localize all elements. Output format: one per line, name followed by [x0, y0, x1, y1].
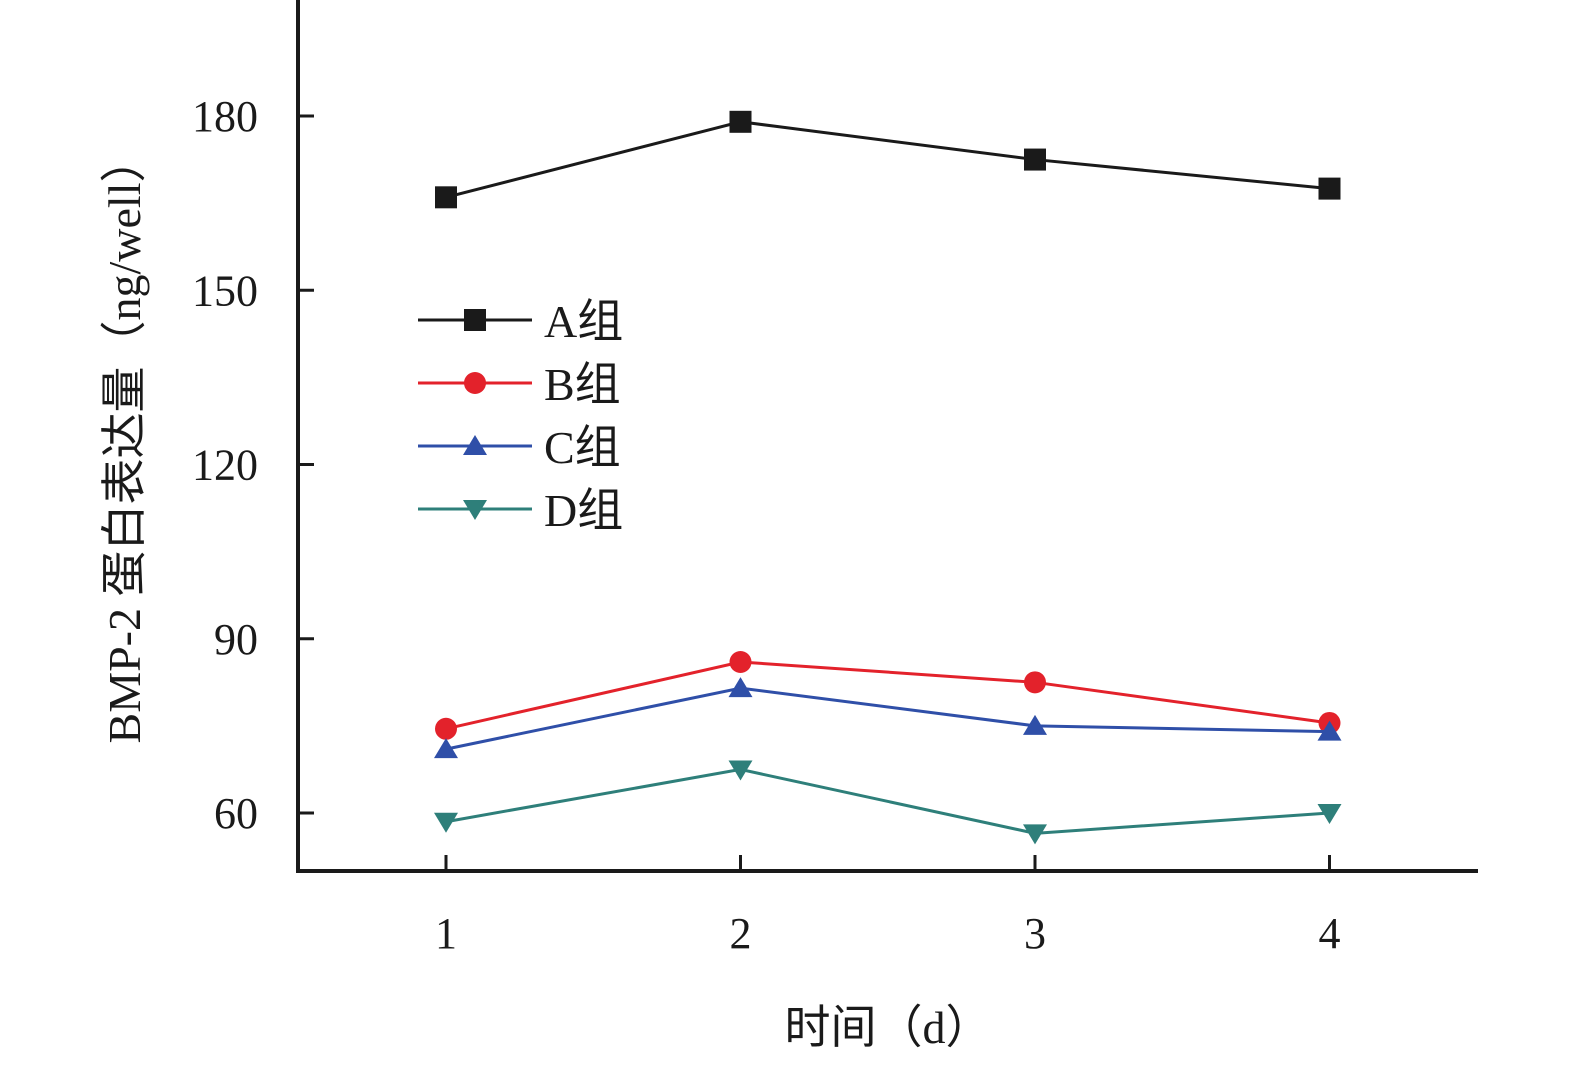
data-point [1317, 720, 1342, 741]
legend-label: C组 [544, 422, 621, 473]
x-tick-label: 3 [1024, 909, 1046, 958]
legend: A组 B组 C组 D组 [418, 296, 623, 536]
data-point [435, 717, 457, 740]
data-point [728, 760, 753, 781]
data-point [1023, 824, 1047, 845]
y-tick-label: 150 [192, 266, 258, 315]
x-tick-label: 2 [730, 909, 752, 958]
y-tick-label: 90 [214, 615, 258, 664]
legend-marker [464, 372, 486, 394]
legend-item-2: B组 [418, 359, 621, 410]
series-4 [434, 760, 1342, 845]
series-2 [435, 650, 1341, 740]
legend-item-3: C组 [418, 422, 621, 473]
series-3 [434, 677, 1342, 759]
axes: 60 90 120 150 180 1 2 3 4 [192, 0, 1478, 958]
x-tick-label: 4 [1319, 909, 1341, 958]
data-point [728, 677, 753, 698]
legend-marker [463, 500, 487, 520]
data-point [1318, 177, 1341, 200]
legend-marker [463, 435, 487, 455]
series-line [445, 767, 1330, 835]
x-axis-title: 时间（d） [785, 1002, 992, 1053]
y-tick-label: 120 [192, 441, 258, 490]
data-point [729, 650, 752, 673]
legend-label: D组 [544, 485, 623, 536]
y-axis-title: BMP-2 蛋白表达量（ng/well） [99, 137, 150, 744]
legend-label: B组 [544, 359, 621, 410]
y-tick-label: 180 [192, 92, 258, 141]
series-1 [435, 110, 1341, 209]
data-point [1024, 671, 1046, 694]
series-line [445, 120, 1330, 199]
data-point [434, 738, 458, 759]
series-group [434, 110, 1342, 845]
legend-item-4: D组 [418, 485, 623, 536]
series-line [445, 686, 1330, 751]
series-line [445, 660, 1330, 731]
legend-label: A组 [544, 296, 623, 347]
data-point [1023, 714, 1047, 735]
data-point [1024, 148, 1046, 171]
data-point [434, 812, 458, 833]
legend-item-1: A组 [418, 296, 623, 347]
legend-marker [464, 309, 486, 331]
data-point [1317, 804, 1342, 824]
data-point [435, 186, 457, 209]
y-tick-label: 60 [214, 789, 258, 838]
data-point [729, 110, 752, 133]
x-tick-label: 1 [435, 909, 457, 958]
